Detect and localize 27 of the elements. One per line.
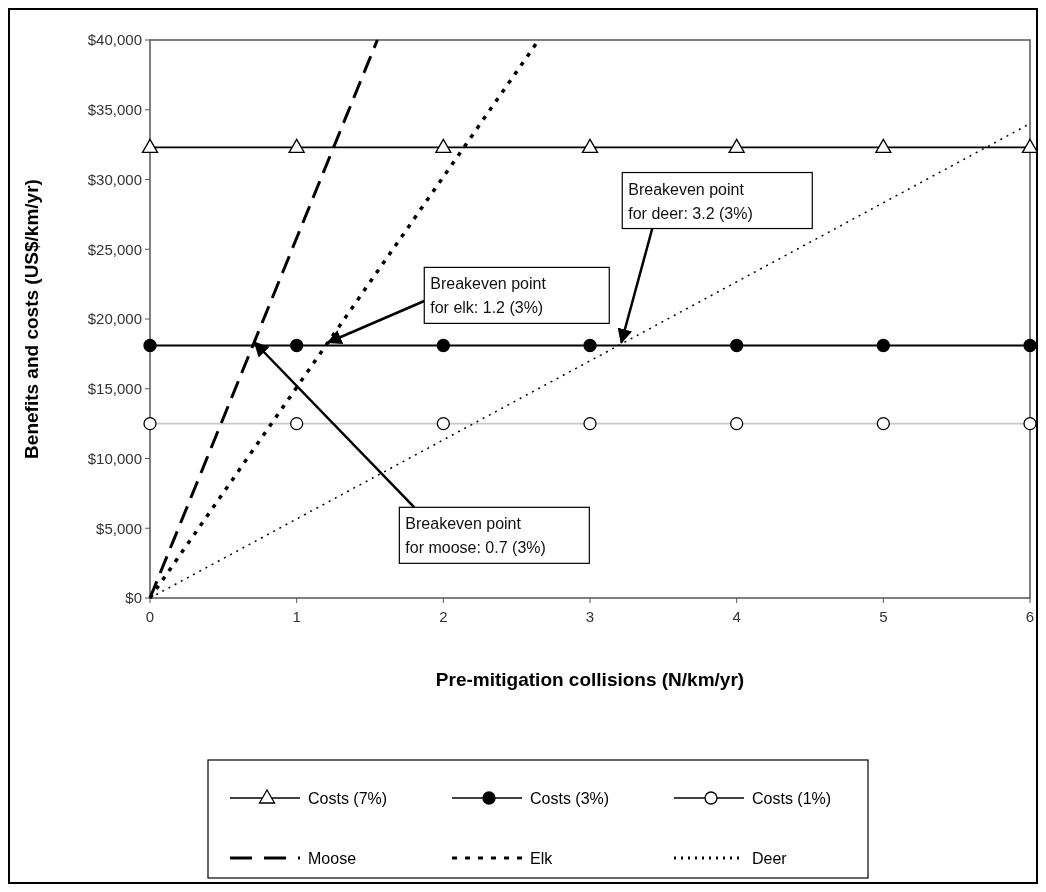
y-tick-label: $35,000 [87,101,142,118]
legend-label: Elk [530,849,554,867]
y-tick-label: $30,000 [87,170,142,188]
x-tick-label: 4 [732,608,741,625]
y-tick-label: $5,000 [96,519,142,537]
x-tick-label: 6 [1025,608,1035,625]
y-axis-title: Benefits and costs (US$/km/yr) [21,179,42,459]
legend-label: Costs (1%) [752,789,832,807]
y-tick-label: $10,000 [87,449,142,467]
legend-label: Deer [752,849,788,867]
annotation: Breakeven point for moose: 0.7 (3%) [405,515,546,557]
x-tick-label: 0 [145,608,155,625]
legend-label: Moose [308,849,357,867]
annotation: Breakeven point for elk: 1.2 (3%) [430,275,547,317]
legend-label: Costs (3%) [530,789,610,807]
x-tick-label: 1 [292,608,301,625]
y-tick-label: $15,000 [87,380,142,397]
x-tick-label: 3 [585,608,595,625]
x-tick-label: 5 [879,608,888,625]
x-tick-label: 2 [439,608,448,625]
y-tick-label: $20,000 [87,310,142,328]
annotation: Breakeven point for deer: 3.2 (3%) [628,180,753,222]
y-tick-label: $0 [125,589,142,607]
y-tick-label: $40,000 [87,31,142,49]
x-axis-title: Pre-mitigation collisions (N/km/yr) [435,669,745,690]
legend-label: Costs (7%) [308,789,388,807]
y-tick-label: $25,000 [87,240,142,258]
